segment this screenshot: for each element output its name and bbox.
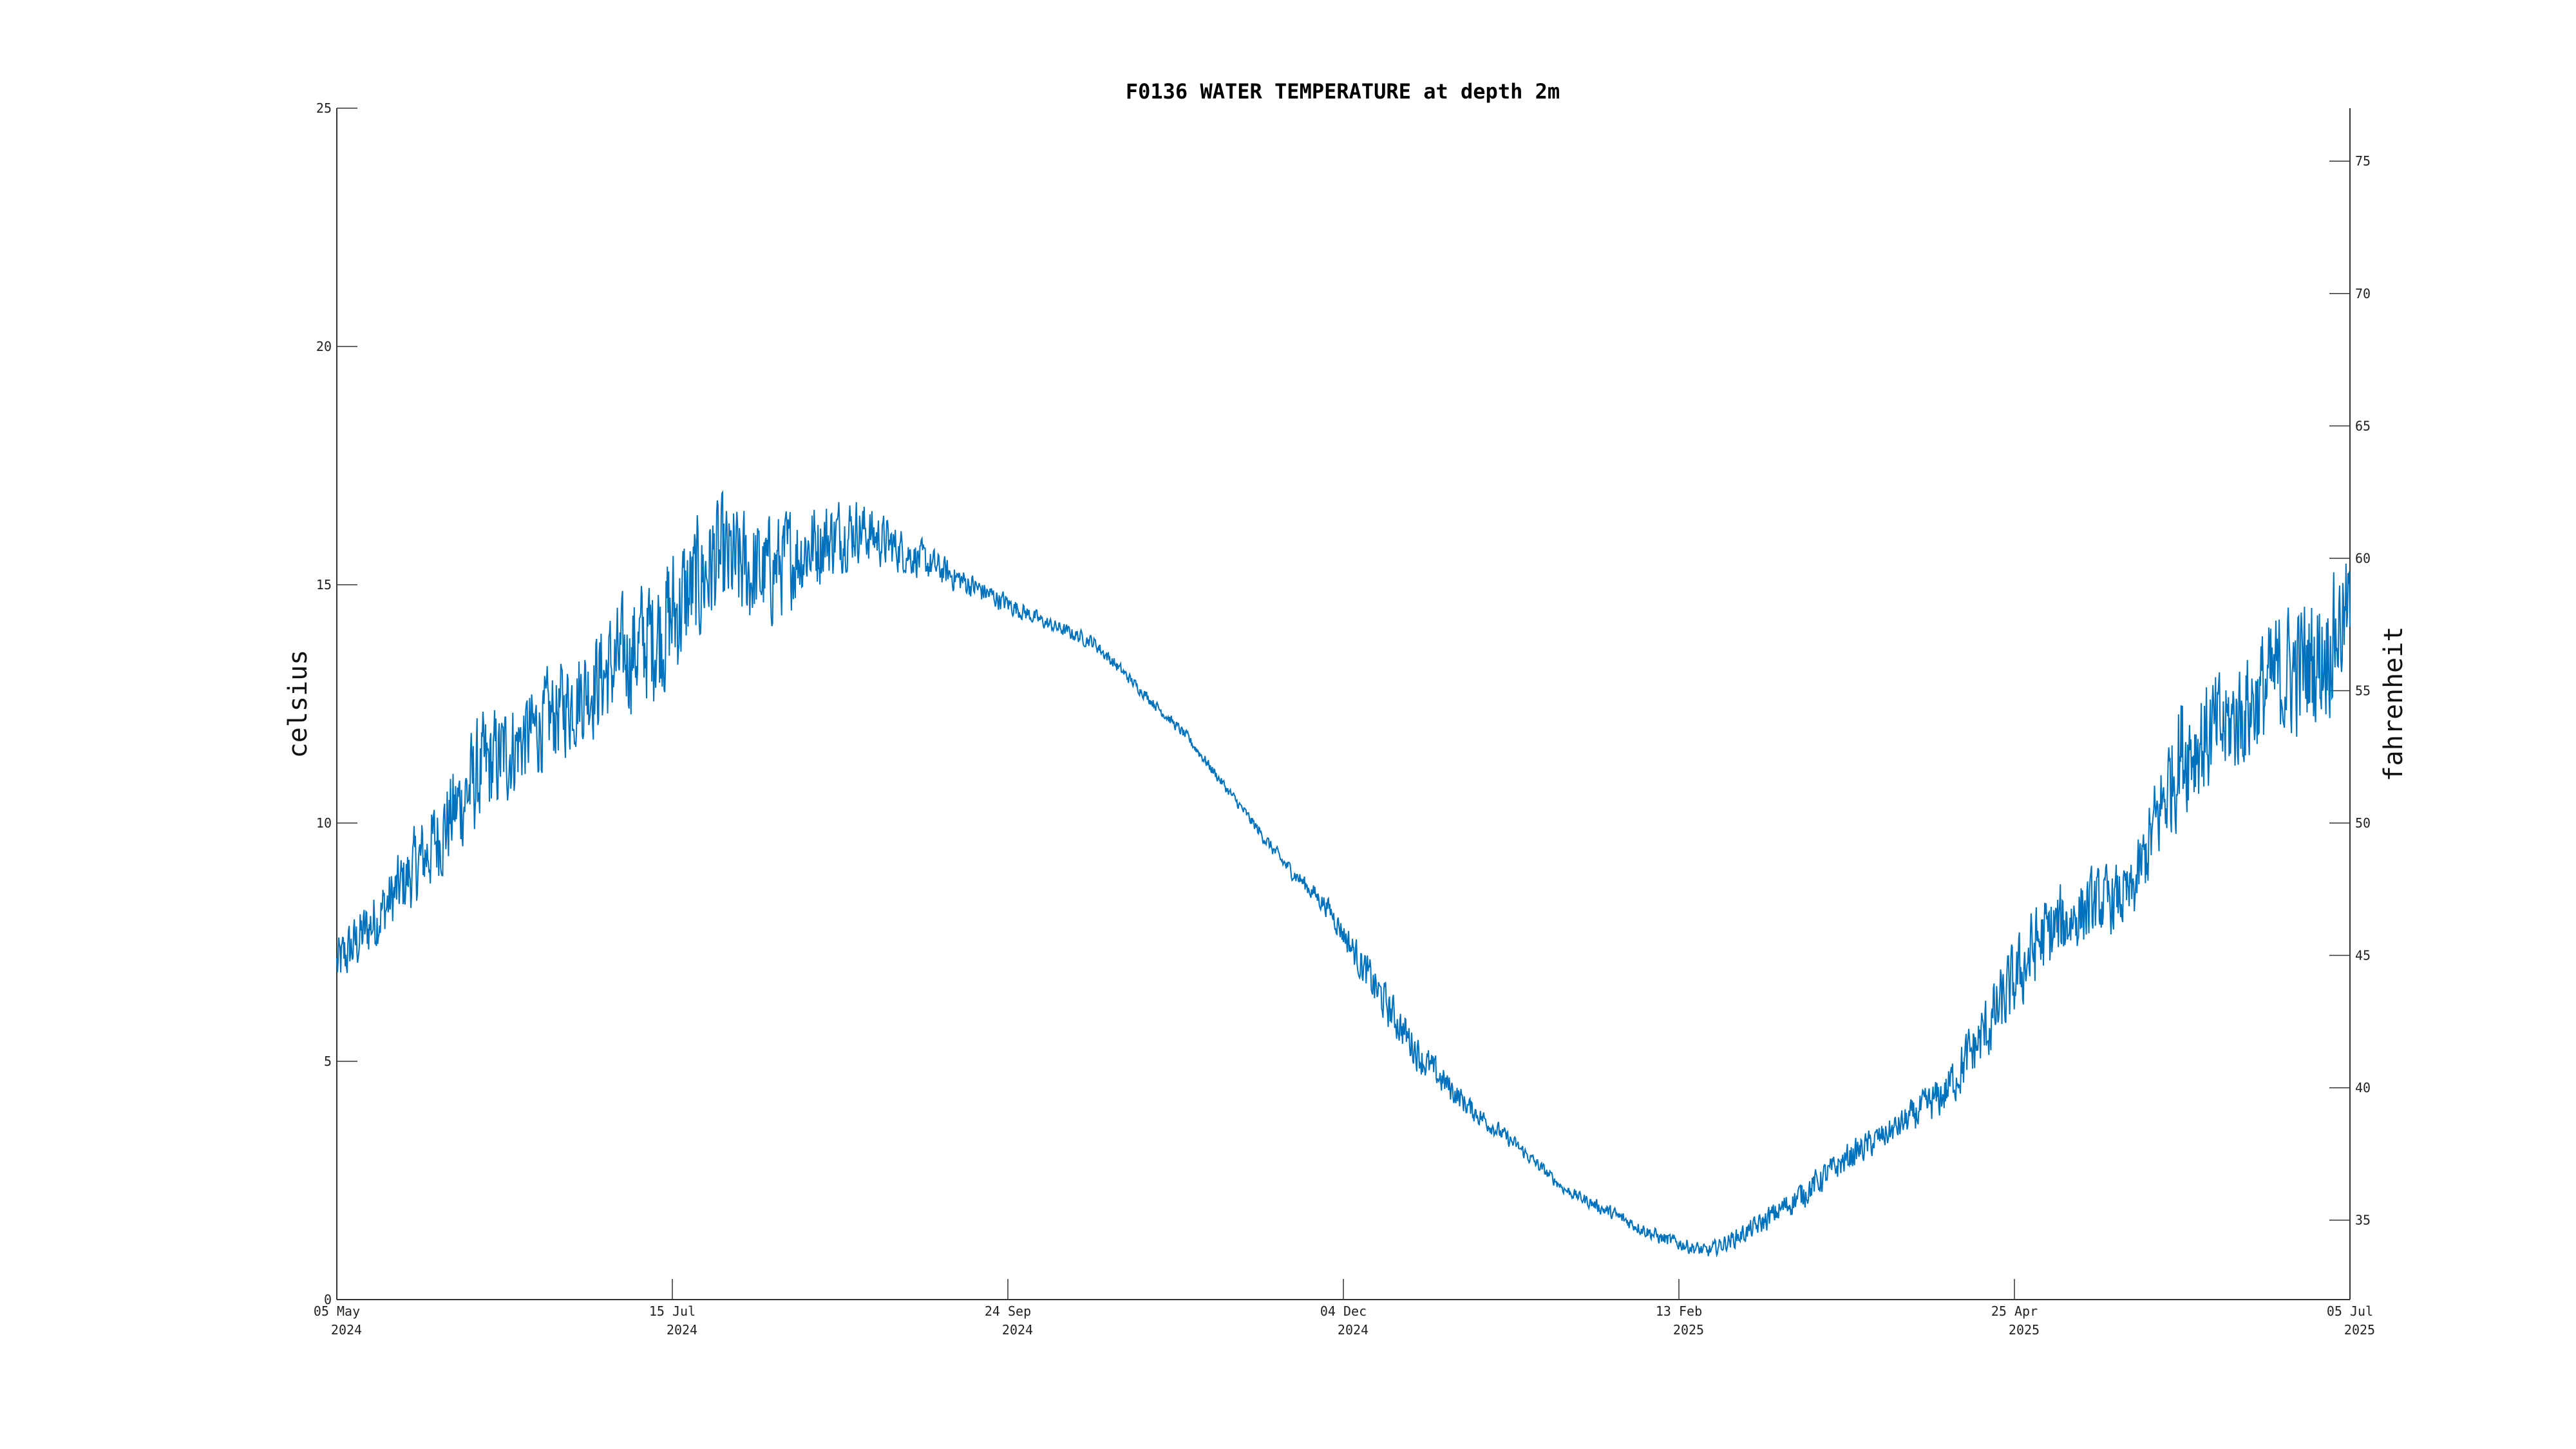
y2-tick-label: 60	[2355, 551, 2371, 566]
y2-tick-label: 40	[2355, 1080, 2371, 1095]
y-tick-label: 15	[316, 577, 332, 592]
series-line-water-temperature	[336, 490, 2351, 1258]
x-tick-year-label: 2025	[2344, 1322, 2375, 1338]
y-tick-label: 25	[316, 100, 332, 116]
x-tick-year-label: 2025	[1673, 1322, 1704, 1338]
x-tick-label: 24 Sep	[985, 1303, 1031, 1319]
y-ticks-fahrenheit: 35 40 45 50 55 60 65 70 75	[2329, 153, 2371, 1228]
chart-title: F0136 WATER TEMPERATURE at depth 2m	[1126, 79, 1560, 104]
x-tick-label: 15 Jul	[649, 1303, 696, 1319]
y-tick-label: 5	[324, 1054, 332, 1069]
y-tick-label: 10	[316, 815, 332, 831]
y-tick-label: 0	[324, 1292, 332, 1307]
y-axis-label-celsius: celsius	[283, 650, 313, 759]
y2-tick-label: 50	[2355, 815, 2371, 831]
x-tick-label: 25 Apr	[1991, 1303, 2038, 1319]
x-tick-year-label: 2024	[1002, 1322, 1033, 1338]
y2-tick-label: 75	[2355, 153, 2371, 169]
y-ticks-celsius: 0 5 10 15 20 25	[316, 100, 357, 1307]
y2-tick-label: 35	[2355, 1213, 2371, 1228]
y2-tick-label: 45	[2355, 948, 2371, 963]
x-tick-year-label: 2025	[2009, 1322, 2040, 1338]
x-tick-label: 04 Dec	[1320, 1303, 1367, 1319]
y2-tick-label: 55	[2355, 683, 2371, 698]
y-axis-label-fahrenheit: fahrenheit	[2379, 627, 2409, 782]
x-tick-year-label: 2024	[1338, 1322, 1368, 1338]
x-tick-label: 05 Jul	[2327, 1303, 2373, 1319]
x-tick-label: 05 May	[314, 1303, 360, 1319]
axes	[336, 108, 2351, 1300]
x-ticks-dates: 05 May 2024 15 Jul 2024 24 Sep 2024 04 Dec 2024…	[314, 1279, 2375, 1338]
y2-tick-label: 70	[2355, 286, 2371, 301]
x-tick-year-label: 2024	[667, 1322, 697, 1338]
x-tick-label: 13 Feb	[1656, 1303, 1702, 1319]
x-tick-year-label: 2024	[331, 1322, 362, 1338]
y2-tick-label: 65	[2355, 418, 2371, 433]
y-tick-label: 20	[316, 339, 332, 354]
